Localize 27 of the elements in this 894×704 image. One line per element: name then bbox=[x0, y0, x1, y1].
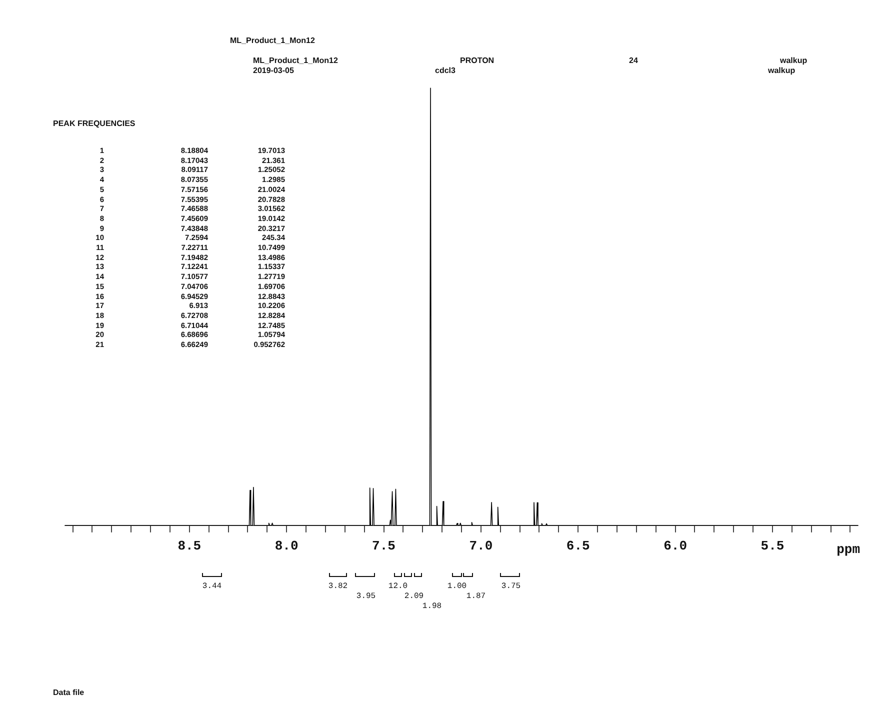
x-axis-title: ppm bbox=[836, 542, 860, 558]
annotation: PEAK FREQUENCIES bbox=[53, 119, 136, 128]
chart-title: ML_Product_1_Mon12 bbox=[230, 36, 315, 45]
x-tick-label: 7.0 bbox=[469, 538, 493, 554]
text: cdcl3 bbox=[435, 66, 456, 75]
text: 2.09 bbox=[404, 592, 424, 601]
x-tick-label: 6.5 bbox=[566, 538, 590, 554]
text: 2019-03-05 bbox=[253, 66, 294, 75]
text: 3.44 bbox=[202, 582, 222, 591]
text: ML_Product_1_Mon12 bbox=[253, 56, 338, 65]
text: 12.0 bbox=[388, 582, 408, 591]
text: Data file bbox=[53, 688, 84, 697]
x-tick-label: 6.0 bbox=[664, 538, 688, 554]
text: 1.00 bbox=[447, 582, 467, 591]
text: walkup bbox=[780, 56, 808, 65]
text: PROTON bbox=[460, 56, 494, 65]
text: 1.98 bbox=[422, 602, 442, 611]
text: 3.82 bbox=[328, 582, 348, 591]
text: 3.75 bbox=[501, 582, 521, 591]
text: 1.87 bbox=[466, 592, 486, 601]
x-tick-label: 7.5 bbox=[372, 538, 396, 554]
x-tick-label: 5.5 bbox=[760, 538, 784, 554]
text: 3.95 bbox=[356, 592, 376, 601]
text: walkup bbox=[768, 66, 796, 75]
x-tick-label: 8.5 bbox=[178, 538, 202, 554]
text: 24 bbox=[629, 56, 638, 65]
x-tick-label: 8.0 bbox=[274, 538, 298, 554]
